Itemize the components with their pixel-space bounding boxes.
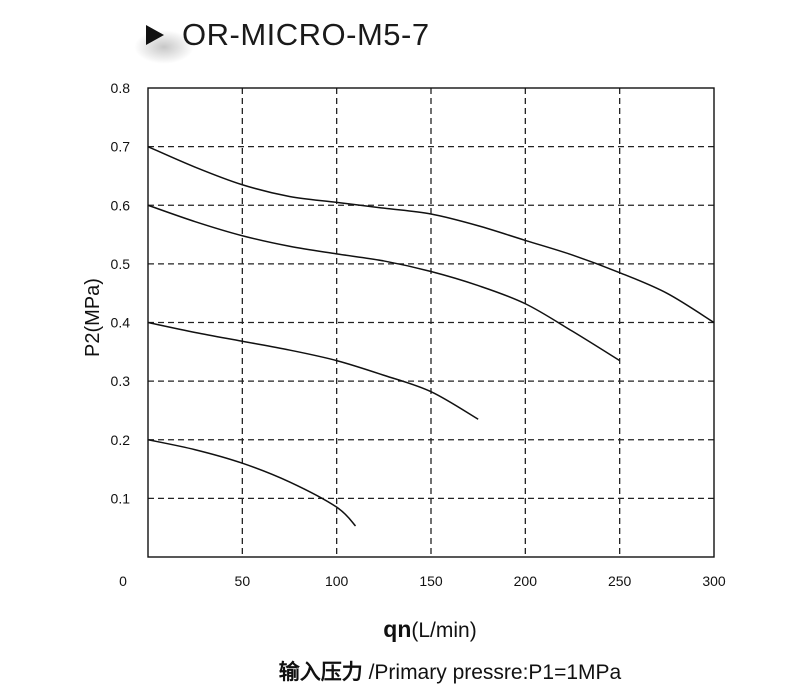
x-tick-label-50: 50 (235, 573, 251, 589)
header-shadow (134, 30, 194, 64)
x-axis-label-unit: (L/min) (411, 619, 477, 642)
primary-pressure-note-cn: 输入压力 (278, 661, 363, 684)
primary-pressure-note-en: /Primary pressre:P1=1MPa (362, 661, 622, 684)
series-line-1 (147, 145, 715, 324)
x-axis-label: qn(L/min) (0, 616, 800, 643)
y-tick-label-0.8: 0.8 (111, 80, 131, 96)
series-line-4 (147, 439, 357, 527)
series-line-2 (147, 204, 621, 362)
y-tick-label-0.1: 0.1 (111, 490, 131, 506)
y-tick-label-0.3: 0.3 (111, 373, 131, 389)
series-line-3 (147, 321, 479, 420)
y-tick-label-0.4: 0.4 (111, 315, 131, 331)
chart: 0 50 100 150 200 250 300 0.1 0.2 0.3 0.4 0.5 0.6 0.7 0… (82, 80, 726, 589)
x-tick-label-0: 0 (119, 573, 127, 589)
x-tick-label-300: 300 (702, 573, 726, 589)
x-tick-label-250: 250 (608, 573, 632, 589)
x-tick-label-150: 150 (419, 573, 443, 589)
y-tick-label-0.2: 0.2 (111, 432, 131, 448)
x-tick-label-200: 200 (514, 573, 538, 589)
chart-header: OR-MICRO-M5-7 (134, 14, 430, 64)
y-tick-label-0.6: 0.6 (111, 197, 131, 213)
x-tick-label-100: 100 (325, 573, 349, 589)
play-icon (146, 25, 164, 45)
y-tick-label-0.7: 0.7 (111, 139, 131, 155)
primary-pressure-note: 输入压力 /Primary pressre:P1=1MPa (0, 656, 800, 686)
x-axis-label-main: qn (383, 616, 412, 642)
y-tick-label-0.5: 0.5 (111, 256, 131, 272)
chart-title: OR-MICRO-M5-7 (182, 17, 430, 52)
y-axis-label: P2(MPa) (82, 278, 104, 357)
